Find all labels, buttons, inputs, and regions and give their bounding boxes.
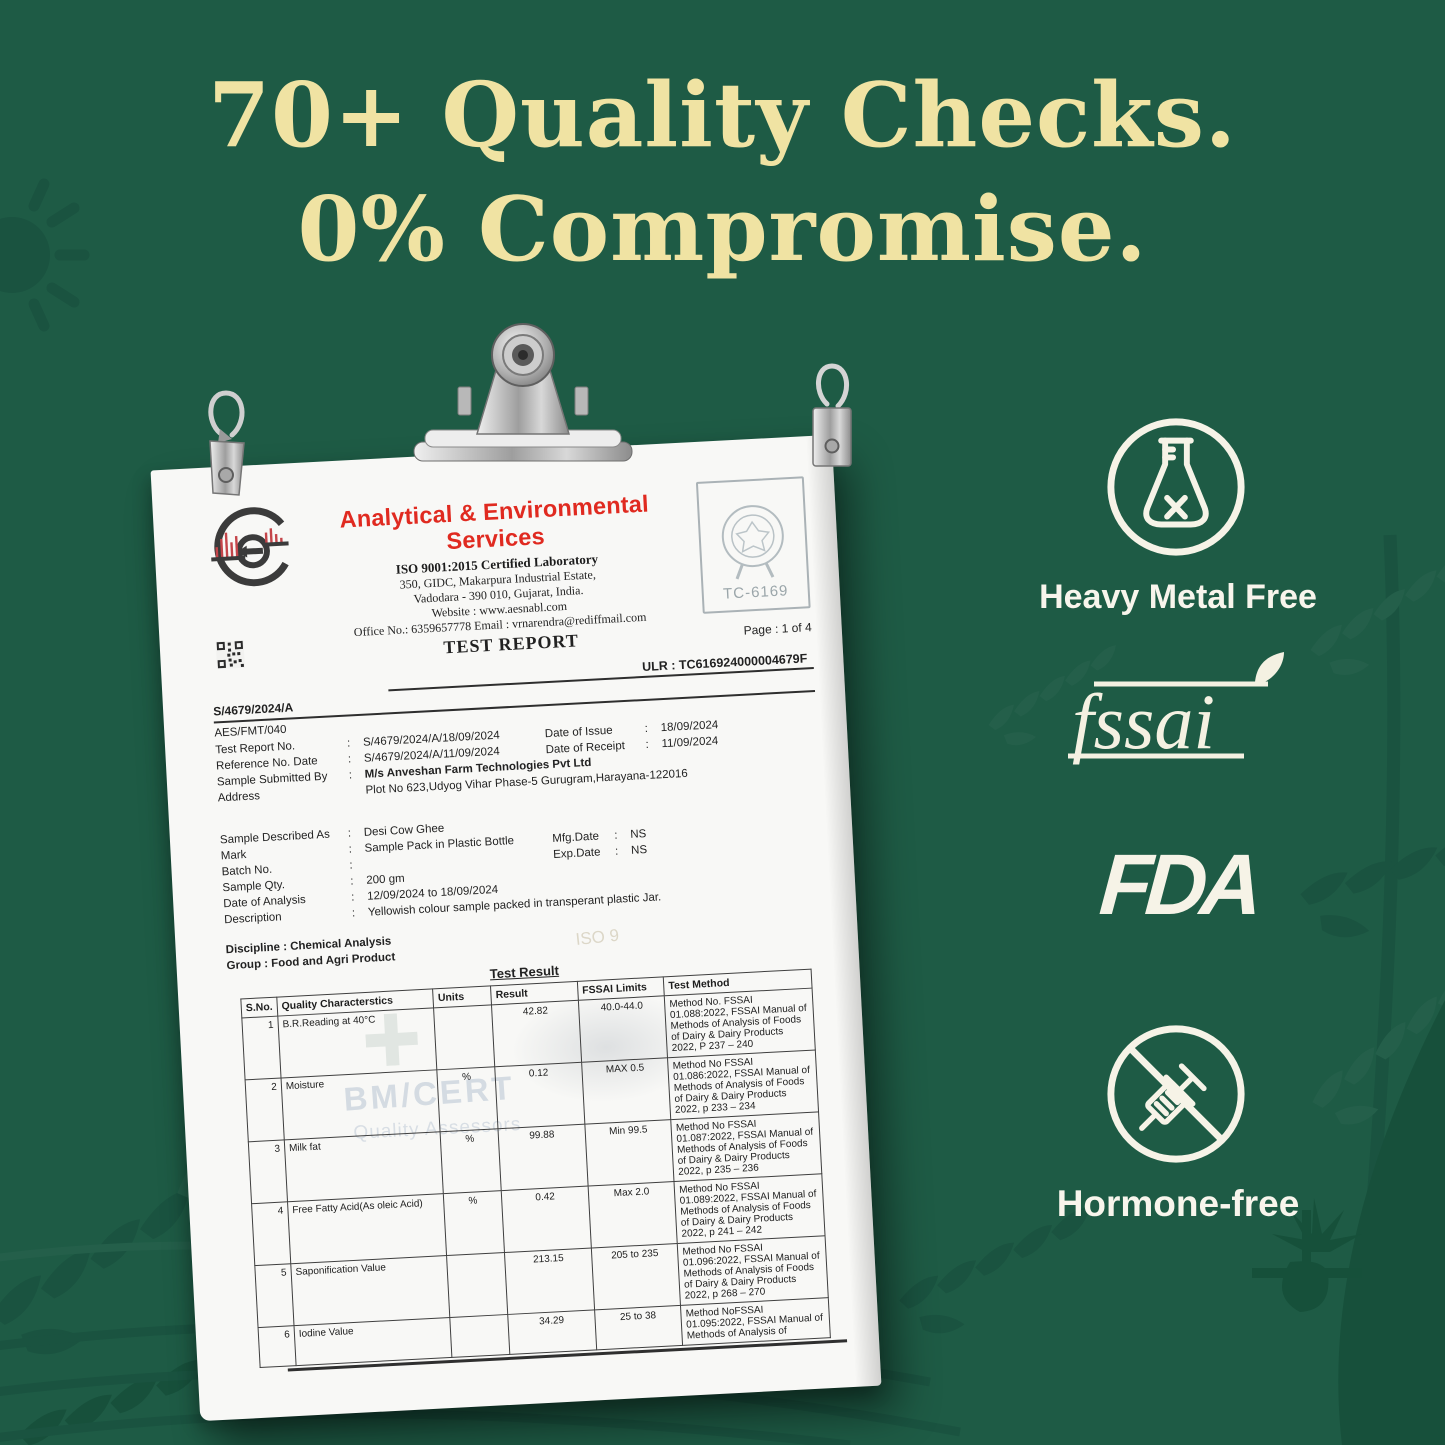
nabl-stamp: TC-6169 xyxy=(695,476,811,614)
stamp-code: TC-6169 xyxy=(722,582,789,603)
headline: 70+ Quality Checks. 0% Compromise. xyxy=(0,58,1445,286)
plant-pot-silhouette xyxy=(1252,1198,1362,1312)
sample-info: Sample Described As : Desi Cow Ghee Mark… xyxy=(220,801,826,928)
fda-wordmark: FDA xyxy=(1096,837,1260,933)
heavy-metal-free-icon xyxy=(1107,418,1245,556)
nabl-emblem-icon xyxy=(721,505,784,580)
bulldog-clip-icon xyxy=(413,323,633,462)
fssai-logo: fssai xyxy=(1068,652,1284,765)
heavy-metal-free-label: Heavy Metal Free xyxy=(1039,578,1317,616)
results-table: S.No. Quality Characterstics Units Resul… xyxy=(240,968,831,1369)
qr-code xyxy=(215,639,246,670)
wire-clip-right-icon xyxy=(812,363,852,467)
fssai-wordmark: fssai xyxy=(1072,678,1215,765)
lab-logo xyxy=(211,507,289,587)
headline-line2: 0% Compromise. xyxy=(297,176,1148,281)
wire-clip-left-icon xyxy=(208,390,245,496)
test-report-document: ISO 9 BM/CERT Quality Assessors xyxy=(150,434,882,1422)
col-sno: S.No. xyxy=(240,997,278,1018)
sun-silhouette xyxy=(0,178,90,332)
hormone-free-label: Hormone-free xyxy=(1056,1183,1300,1224)
fda-logo: FDA xyxy=(1058,837,1298,933)
hormone-free-icon xyxy=(1107,1025,1245,1163)
headline-line1: 70+ Quality Checks. xyxy=(208,62,1237,167)
letterhead: Analytical & Environmental Services ISO … xyxy=(203,476,812,647)
